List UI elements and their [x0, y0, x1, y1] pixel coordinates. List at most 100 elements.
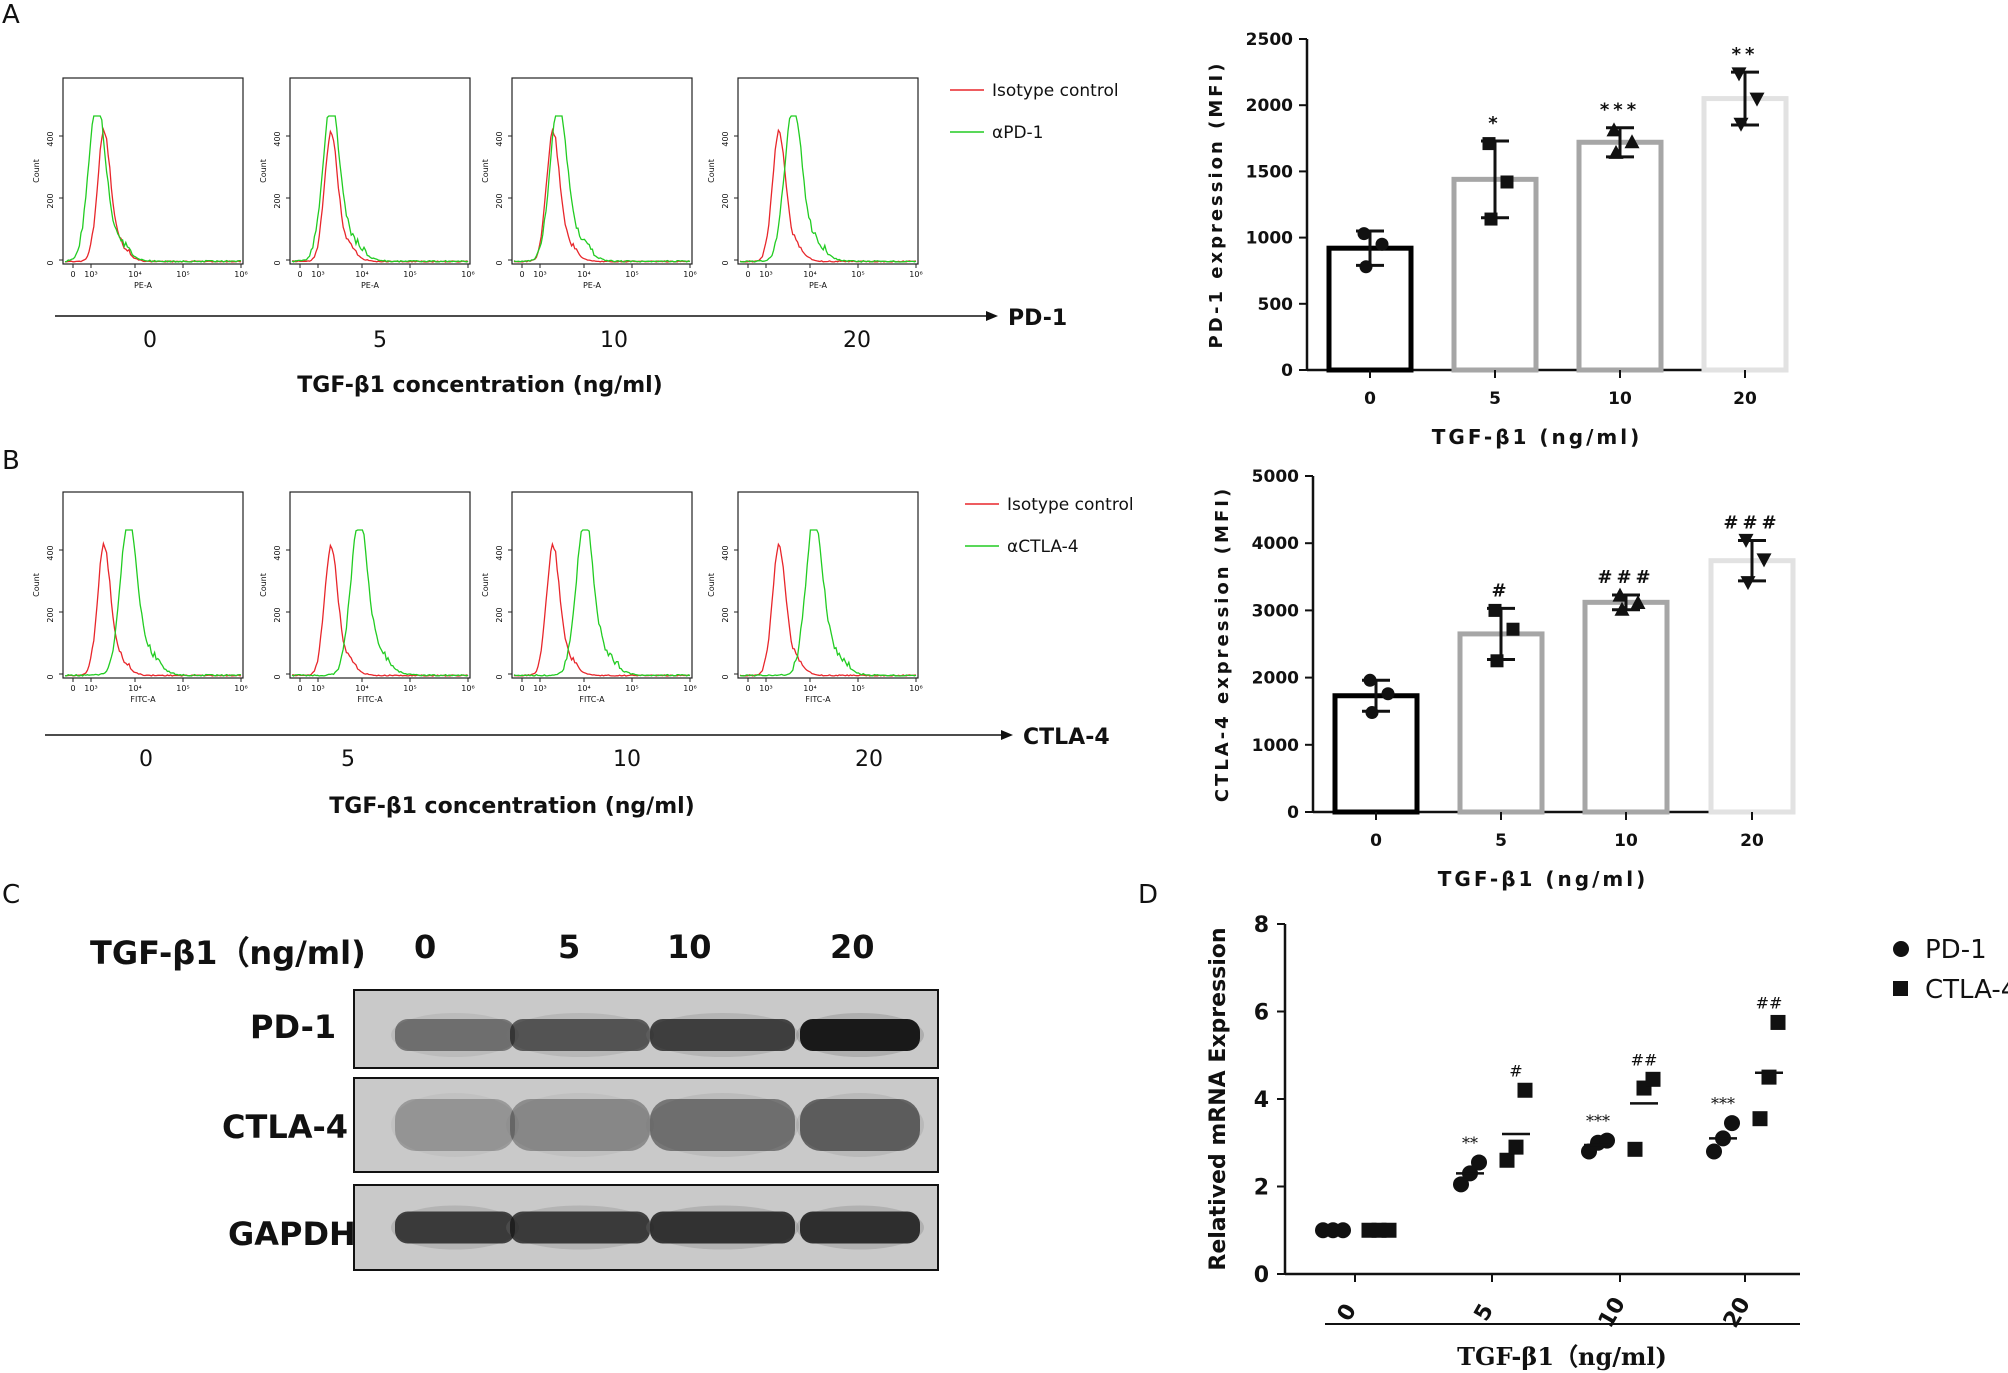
x-tick-label: 0	[519, 684, 524, 693]
antibody-histogram	[65, 529, 242, 677]
histogram-plot: 0 200 400 Count 0 10³ 10⁴ 10⁵ 10⁶ PE-A	[259, 77, 475, 290]
data-point	[1500, 175, 1514, 189]
y-tick-label: 1500	[1246, 162, 1293, 182]
histogram-legend: Isotype control αCTLA-4	[965, 495, 1134, 557]
x-tick-label: 10³	[311, 684, 324, 693]
y-tick-label: 1000	[1252, 736, 1299, 756]
y-tick-label: 400	[721, 131, 730, 146]
y-axis-title: PD-1 expression (MFI)	[1206, 61, 1227, 349]
panel-letter-b: B	[2, 446, 20, 476]
y-axis-label: Count	[259, 159, 268, 183]
data-point	[1482, 137, 1496, 151]
data-point	[1724, 1115, 1740, 1132]
x-tick-label: 10³	[533, 684, 546, 693]
legend-label: Isotype control	[992, 81, 1119, 101]
data-point	[1749, 92, 1765, 107]
y-tick-label: 500	[1258, 295, 1294, 315]
y-tick-label: 2000	[1252, 669, 1299, 689]
y-tick-label: 200	[721, 193, 730, 208]
x-tick-label: 0	[70, 684, 75, 693]
legend-marker	[1893, 981, 1908, 996]
data-point	[1630, 595, 1646, 610]
y-tick-label: 200	[46, 193, 55, 208]
blot-band	[510, 1019, 650, 1051]
concentration-label: TGF-β1 concentration (ng/ml)	[297, 373, 662, 398]
x-axis-title: TGF-β1 (ng/ml)	[1432, 425, 1642, 449]
significance-label: ***	[1600, 100, 1640, 121]
histogram-frame	[737, 77, 919, 265]
blot-band	[650, 1019, 795, 1051]
y-tick-label: 2	[1254, 1176, 1269, 1201]
y-tick-label: 400	[721, 545, 730, 560]
y-tick-label: 0	[1287, 803, 1299, 823]
blot-band	[800, 1099, 920, 1151]
data-point	[1508, 1139, 1524, 1155]
significance-label: ***	[1711, 1094, 1735, 1113]
y-tick-label: 5000	[1252, 467, 1299, 487]
y-tick-label: 0	[273, 260, 282, 265]
data-point	[1488, 603, 1502, 617]
blot-band-halo	[391, 1093, 519, 1157]
histogram-frame	[289, 491, 471, 679]
blot-band-halo	[391, 1013, 519, 1057]
x-tick-label: 0	[1370, 831, 1382, 851]
legend-marker	[1893, 941, 1909, 957]
marker-label: PD-1	[1008, 306, 1067, 331]
histogram-plot: 0 200 400 Count 0 10³ 10⁴ 10⁵ 10⁶ FITC-A	[259, 491, 475, 704]
data-point	[1381, 687, 1395, 701]
bar	[1576, 139, 1664, 373]
x-tick-label: 10⁴	[128, 270, 141, 279]
blot-header-label: TGF-β1（ng/ml)	[90, 934, 366, 972]
y-tick-label: 400	[273, 545, 282, 560]
y-axis-title: CTLA-4 expression (MFI)	[1212, 486, 1233, 802]
y-tick-label: 2500	[1246, 30, 1293, 50]
y-tick-label: 0	[721, 260, 730, 265]
histogram-plot: 0 200 400 Count 0 10³ 10⁴ 10⁵ 10⁶ FITC-A	[707, 491, 923, 704]
data-point	[1453, 1176, 1469, 1193]
significance-label: #	[1491, 580, 1510, 601]
data-point	[1614, 601, 1630, 616]
dose-label: 10	[613, 747, 641, 772]
data-point	[1740, 576, 1756, 591]
blot-band	[800, 1019, 920, 1051]
blot-band	[800, 1211, 920, 1244]
histogram-frame	[62, 491, 244, 679]
blot-lane-label: 5	[558, 928, 581, 966]
marker-label: CTLA-4	[1023, 725, 1110, 750]
x-tick-label: 10⁵	[403, 270, 416, 279]
x-axis-label: PE-A	[809, 281, 828, 290]
x-tick-label: 20	[1719, 1293, 1756, 1332]
data-point	[1731, 67, 1747, 82]
dose-label: 5	[373, 328, 387, 353]
antibody-histogram	[291, 115, 469, 263]
blot-band	[650, 1211, 795, 1244]
x-tick-label: 10⁵	[851, 270, 864, 279]
y-tick-label: 3000	[1252, 601, 1299, 621]
histogram-plot: 0 200 400 Count 0 10³ 10⁴ 10⁵ 10⁶ PE-A	[481, 77, 697, 290]
y-axis-label: Count	[481, 159, 490, 183]
dose-label: 0	[143, 328, 157, 353]
data-point	[1490, 654, 1504, 668]
y-tick-label: 2000	[1246, 96, 1293, 116]
bar	[1708, 558, 1796, 815]
data-point	[1359, 260, 1373, 274]
antibody-histogram	[513, 115, 691, 263]
data-point	[1752, 1111, 1768, 1127]
data-point	[1517, 1082, 1533, 1098]
x-tick-label: 10⁶	[234, 270, 247, 279]
data-point	[1627, 1141, 1643, 1157]
blot-strip	[353, 1184, 939, 1271]
significance-label: ###	[1723, 513, 1780, 534]
bar-chart: 0 1000 2000 3000 4000 5000 0 5 #10 ### 20 ### TGF-β1…	[1212, 467, 1796, 891]
antibody-histogram	[291, 529, 469, 677]
isotype-histogram	[64, 540, 242, 677]
y-tick-label: 6	[1254, 1001, 1269, 1026]
y-axis-label: Count	[259, 573, 268, 597]
x-axis-label: FITC-A	[357, 695, 383, 704]
blot-band	[510, 1099, 650, 1151]
data-point	[1471, 1154, 1487, 1171]
data-point	[1375, 237, 1389, 251]
blot-band	[650, 1099, 795, 1151]
x-tick-label: 0	[1333, 1300, 1362, 1326]
